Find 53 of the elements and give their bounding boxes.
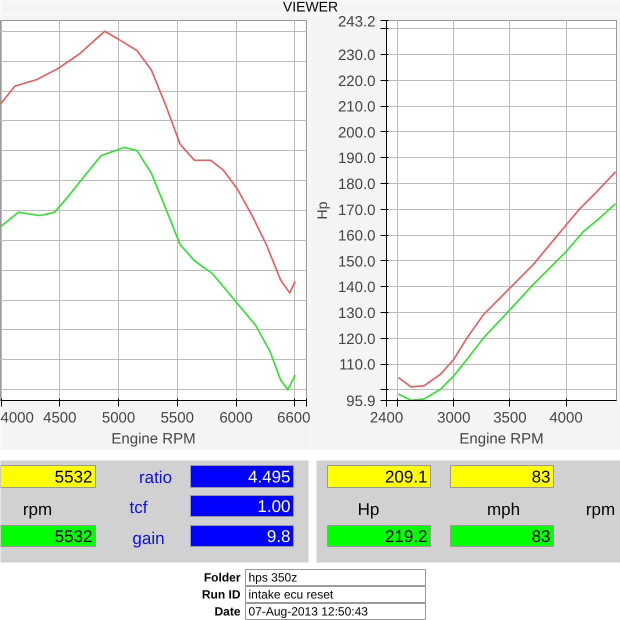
y-tick-label: 140.0: [338, 279, 376, 296]
y-tick-label: 130.0: [338, 305, 376, 322]
y-tick-label: 150.0: [338, 253, 376, 270]
text: 9.8: [266, 527, 291, 546]
line-series: [398, 171, 616, 388]
text: Folder: [204, 570, 241, 584]
text: 83: [532, 468, 551, 486]
text: 07-Aug-2013 12:50:43: [248, 604, 368, 618]
text: intake ecu reset: [248, 588, 334, 602]
x-tick-label: 2400: [370, 410, 404, 426]
y-tick-label: 210.0: [338, 98, 376, 116]
x-tick-label: 5500: [160, 410, 194, 426]
chart-title: VIEWER: [282, 0, 338, 14]
text: mph: [486, 500, 520, 519]
y-tick-label: 180.0: [338, 176, 376, 194]
x-tick-label: 4000: [0, 410, 34, 426]
text: 83: [532, 527, 551, 546]
text: 4.495: [248, 468, 291, 486]
y-tick-label: 190.0: [338, 150, 376, 168]
x-tick-label: 6000: [219, 410, 253, 426]
y-tick-label: 160.0: [338, 228, 376, 245]
text: rpm: [22, 500, 52, 519]
y-tick-label: 220.0: [338, 72, 376, 90]
y-tick-label: 95.9: [346, 393, 376, 410]
x-tick-label: 3000: [437, 410, 471, 426]
y-tick-label: 110.0: [339, 356, 376, 374]
text: gain: [132, 529, 165, 548]
x-tick-label: 4000: [549, 410, 583, 426]
x-axis-title: Engine RPM: [111, 430, 196, 448]
y-axis-title: Hp: [314, 201, 330, 220]
text: ratio: [138, 468, 172, 487]
line-series: [398, 202, 616, 400]
x-tick-label: 6600: [277, 410, 311, 426]
y-tick-label: 120.0: [338, 330, 376, 348]
text: 5532: [54, 468, 93, 486]
x-tick-label: 4500: [43, 410, 77, 426]
text: Hp: [358, 500, 380, 519]
text: Date: [214, 604, 241, 618]
text: rpm: [586, 500, 616, 519]
y-tick-label: 230.0: [338, 47, 376, 64]
text: 209.1: [384, 468, 428, 486]
x-tick-label: 3500: [493, 410, 527, 426]
x-tick-label: 5000: [102, 410, 136, 426]
x-axis-title: Engine RPM: [459, 430, 544, 448]
y-tick-label: 200.0: [338, 124, 376, 142]
text: tcf: [130, 498, 148, 517]
text: Run ID: [202, 588, 241, 602]
text: 5532: [54, 527, 93, 546]
y-tick-label: 170.0: [338, 202, 376, 219]
text: hps 350z: [248, 570, 298, 584]
text: 219.2: [384, 527, 428, 546]
y-tick-label: 243.2: [338, 14, 376, 30]
text: 1.00: [257, 497, 291, 516]
